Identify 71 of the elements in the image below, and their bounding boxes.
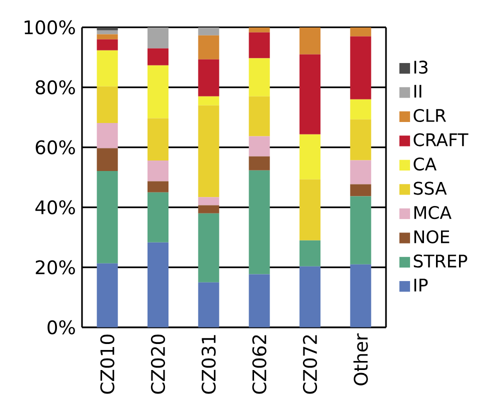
bar bbox=[96, 263, 118, 328]
bar bbox=[248, 136, 270, 156]
bar bbox=[350, 184, 372, 196]
bar bbox=[299, 54, 320, 134]
x-tick-label: Other bbox=[353, 333, 368, 386]
bar bbox=[248, 156, 270, 170]
legend-label: STREP bbox=[414, 254, 468, 268]
bar bbox=[148, 118, 169, 161]
y-tick-label: 60% bbox=[36, 140, 75, 154]
legend-label: CRAFT bbox=[414, 133, 468, 146]
bar bbox=[198, 282, 220, 328]
legend-label: SSA bbox=[414, 182, 447, 195]
bar bbox=[148, 192, 169, 242]
bar bbox=[96, 27, 118, 30]
bar bbox=[96, 34, 118, 40]
bar bbox=[299, 266, 320, 328]
legend-label: NOE bbox=[414, 230, 450, 244]
y-tick-label: 80% bbox=[36, 80, 75, 94]
legend-label: II bbox=[414, 84, 422, 98]
bar bbox=[148, 48, 169, 66]
x-tick-label: CZ010 bbox=[100, 334, 114, 394]
y-tick-label: 20% bbox=[36, 260, 75, 274]
bar bbox=[96, 171, 118, 264]
bar bbox=[96, 50, 118, 86]
bar bbox=[350, 36, 372, 100]
bar bbox=[299, 134, 320, 180]
bar bbox=[96, 148, 118, 172]
legend-label: IP bbox=[414, 278, 428, 292]
bar bbox=[96, 123, 118, 148]
x-tick-label: CZ031 bbox=[202, 335, 216, 394]
bar bbox=[148, 65, 169, 118]
bar bbox=[198, 96, 220, 106]
x-tick-label: CZ062 bbox=[252, 335, 266, 394]
bar bbox=[198, 197, 220, 206]
bar bbox=[350, 27, 372, 36]
bar bbox=[350, 196, 372, 264]
bar bbox=[299, 179, 320, 240]
x-tick-label: CZ072 bbox=[302, 335, 318, 394]
bar bbox=[198, 205, 220, 214]
bar bbox=[248, 96, 270, 136]
bar bbox=[96, 39, 118, 50]
legend-label: CLR bbox=[414, 108, 446, 122]
bar bbox=[248, 58, 270, 96]
legend-label: I3 bbox=[414, 60, 428, 74]
bar bbox=[148, 242, 169, 328]
bar bbox=[198, 213, 220, 282]
bar bbox=[198, 27, 220, 36]
legend-label: MCA bbox=[414, 206, 452, 220]
bar bbox=[96, 86, 118, 124]
legend-label: CA bbox=[414, 157, 437, 171]
bar bbox=[148, 27, 169, 48]
bar bbox=[248, 170, 270, 274]
bar bbox=[148, 160, 169, 182]
bar bbox=[299, 240, 320, 266]
bar bbox=[198, 105, 220, 198]
bar bbox=[350, 264, 372, 328]
x-tick-label: CZ020 bbox=[150, 334, 166, 394]
bar bbox=[350, 119, 372, 160]
bar bbox=[198, 59, 220, 96]
y-tick-label: 40% bbox=[35, 200, 75, 214]
bar bbox=[248, 32, 270, 58]
bar bbox=[96, 30, 118, 34]
bar bbox=[350, 99, 372, 120]
bar bbox=[299, 27, 320, 54]
bar bbox=[198, 35, 220, 60]
y-tick-label: 0% bbox=[48, 320, 75, 334]
bar bbox=[248, 274, 270, 328]
bar bbox=[350, 160, 372, 184]
y-tick-label: 100% bbox=[24, 20, 75, 34]
bar bbox=[148, 181, 169, 192]
bar bbox=[248, 27, 270, 32]
